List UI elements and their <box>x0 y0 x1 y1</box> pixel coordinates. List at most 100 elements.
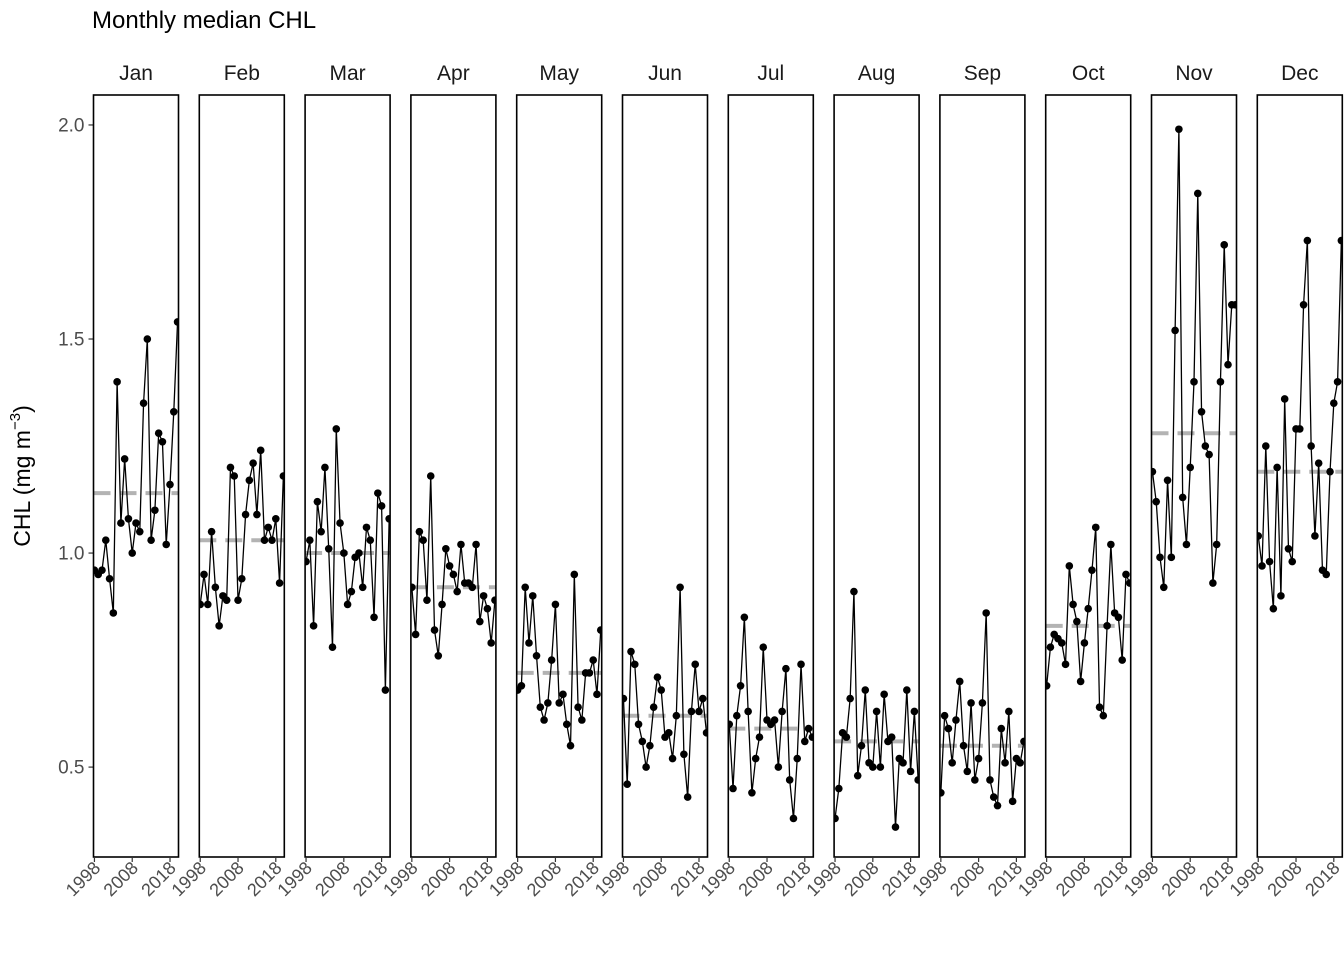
data-point <box>1167 553 1176 562</box>
data-point <box>691 660 700 669</box>
data-point <box>778 707 786 716</box>
x-tick-label: 2008 <box>205 858 247 900</box>
data-point <box>143 335 152 343</box>
data-point <box>1065 562 1074 570</box>
data-point <box>850 587 858 596</box>
data-point <box>1163 476 1172 485</box>
data-point <box>887 733 896 741</box>
y-axis-label: CHL (mg m−3) <box>7 405 35 547</box>
data-point <box>238 574 246 583</box>
data-point <box>1107 540 1115 549</box>
data-point <box>1008 797 1017 806</box>
data-point <box>578 716 586 724</box>
data-point <box>332 425 341 433</box>
data-point <box>245 476 254 485</box>
data-point <box>521 583 529 592</box>
data-point <box>622 694 628 703</box>
data-point <box>151 506 159 515</box>
facet-strip-label: Dec <box>1281 62 1318 85</box>
data-point <box>876 763 885 771</box>
x-tick-label: 1998 <box>168 858 210 900</box>
data-point <box>340 549 348 557</box>
data-point <box>222 596 231 604</box>
data-point <box>1265 557 1274 566</box>
data-point <box>1333 378 1342 386</box>
data-point <box>997 724 1006 733</box>
data-point <box>204 600 212 609</box>
panel-border <box>727 94 815 858</box>
data-point <box>1152 497 1161 506</box>
data-point <box>1209 579 1217 587</box>
panel-border <box>1044 94 1132 858</box>
panel-plot-area <box>410 472 496 660</box>
data-point <box>785 776 794 784</box>
data-point <box>1016 759 1024 767</box>
data-point <box>774 763 783 771</box>
data-point <box>207 527 216 536</box>
panel-border <box>1256 94 1344 858</box>
data-point <box>914 776 920 784</box>
data-point <box>1114 613 1123 622</box>
data-point <box>1311 532 1319 540</box>
series-line <box>517 574 602 746</box>
facet-strip-label: Aug <box>858 62 895 85</box>
data-point <box>132 519 140 527</box>
data-point <box>1001 759 1009 767</box>
series-line <box>1151 129 1236 588</box>
data-point <box>525 639 533 647</box>
data-point <box>430 626 439 634</box>
data-point <box>559 690 567 699</box>
panel-border <box>198 94 286 858</box>
data-point <box>1307 442 1315 450</box>
data-point <box>1103 622 1111 630</box>
data-point <box>869 763 877 771</box>
panel-plot-area <box>199 446 285 630</box>
x-tick-label: 2008 <box>734 858 776 900</box>
data-point <box>305 557 310 566</box>
data-point <box>566 741 575 750</box>
panel-plot-area <box>93 318 179 617</box>
data-point <box>861 686 870 694</box>
panel-plot-area <box>622 583 708 801</box>
panel-plot-area <box>516 570 602 750</box>
data-point <box>1005 707 1013 716</box>
series-line <box>305 428 390 691</box>
x-tick-label: 2008 <box>1263 858 1305 900</box>
x-tick-label: 2008 <box>629 858 671 900</box>
data-point <box>449 570 458 579</box>
data-point <box>1020 737 1025 746</box>
data-point <box>120 455 129 463</box>
data-point <box>687 707 696 716</box>
data-point <box>555 699 563 707</box>
panel-plot-area <box>834 587 920 831</box>
panel-border <box>515 94 603 858</box>
data-point <box>1216 378 1225 386</box>
data-point <box>166 480 174 489</box>
data-point <box>793 754 802 763</box>
data-point <box>668 754 677 763</box>
data-point <box>1125 579 1131 587</box>
data-point <box>487 639 495 647</box>
data-point <box>1122 570 1130 579</box>
data-point <box>1303 236 1312 245</box>
data-point <box>419 536 427 545</box>
data-point <box>1284 544 1293 553</box>
data-point <box>1076 677 1085 686</box>
data-point <box>751 754 760 763</box>
data-point <box>978 699 987 707</box>
data-point <box>1073 617 1081 626</box>
data-point <box>1296 425 1304 433</box>
data-point <box>986 776 994 784</box>
data-point <box>1193 189 1202 198</box>
data-point <box>627 647 635 656</box>
data-point <box>1258 562 1266 570</box>
x-tick-label: 1998 <box>697 858 739 900</box>
data-point <box>226 463 235 472</box>
data-point <box>835 784 843 793</box>
data-point <box>540 716 548 724</box>
data-point <box>1190 378 1198 386</box>
data-point <box>1046 643 1055 652</box>
